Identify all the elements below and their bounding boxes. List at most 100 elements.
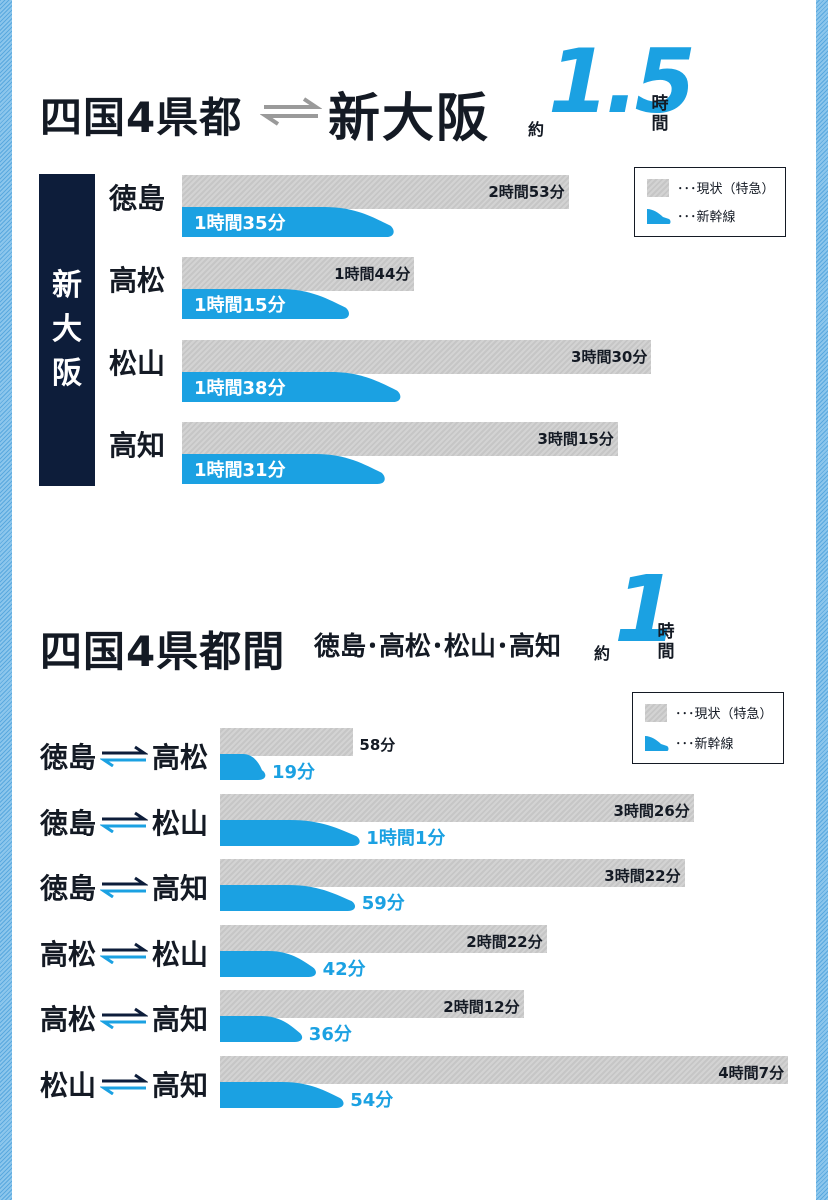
city-label: 徳島 xyxy=(109,182,166,215)
shinkansen-time-bar xyxy=(220,885,356,911)
exchange-arrows-icon xyxy=(100,745,149,767)
route-from: 高松 xyxy=(40,1003,97,1036)
route-from: 徳島 xyxy=(40,806,97,840)
current-time-bar xyxy=(182,175,569,209)
side-label-char: 大 xyxy=(52,312,82,347)
current-time-label: 3時間26分 xyxy=(613,801,690,820)
current-time-bar xyxy=(182,422,618,456)
legend-shinkansen-label: ･･･新幹線 xyxy=(675,737,734,752)
shinkansen-time-bar xyxy=(220,754,266,780)
exchange-arrows-icon xyxy=(100,1073,149,1095)
legend-section1: ･･･現状（特急） ･･･新幹線 xyxy=(634,167,786,237)
shinkansen-time-bar xyxy=(182,372,401,402)
exchange-arrows-icon xyxy=(100,942,149,964)
section1-unit: 時 間 xyxy=(650,94,670,134)
exchange-arrows-icon xyxy=(100,876,149,898)
legend-current-label: ･･･現状（特急） xyxy=(677,182,775,197)
route-to: 高知 xyxy=(152,872,209,905)
section1-unit-char: 間 xyxy=(651,114,669,134)
shinkansen-icon xyxy=(647,208,671,224)
shinkansen-time-label: 42分 xyxy=(322,958,366,980)
route-label: 徳島 松山 xyxy=(40,802,208,842)
shinkansen-time-bar xyxy=(220,950,317,977)
route-from: 徳島 xyxy=(40,872,97,905)
route-to: 高知 xyxy=(152,1003,209,1036)
shinkansen-time-label: 19分 xyxy=(272,762,316,783)
current-time-label: 1時間44分 xyxy=(334,265,411,283)
infographic-panel: 四国4県都 新大阪 約 1.5 時 間 新 大 阪 ･･･現状（特急） ･･･新… xyxy=(12,0,816,1200)
current-time-bar xyxy=(182,257,415,291)
legend-shinkansen-label: ･･･新幹線 xyxy=(677,210,736,225)
section1-title-left: 四国4県都 xyxy=(40,93,243,142)
exchange-arrows-icon xyxy=(260,97,322,126)
shinkansen-time-bar xyxy=(182,207,394,237)
route-to: 松山 xyxy=(152,806,209,840)
shinkansen-time-label: 1時間1分 xyxy=(366,827,446,849)
current-time-label: 2時間22分 xyxy=(466,932,543,951)
section2-big-value: 1 xyxy=(614,556,679,663)
legend-current-label: ･･･現状（特急） xyxy=(675,707,773,722)
shinkansen-time-label: 1時間38分 xyxy=(194,378,286,399)
chart-intercity: 徳島 高松 58分 19分 徳島 松山 3時間26分 1時間1分 徳島 高知 3時間22分… xyxy=(12,0,816,1200)
current-time-label: 2時間12分 xyxy=(443,998,520,1016)
exchange-arrows-icon xyxy=(100,1007,149,1029)
current-time-bar xyxy=(220,1055,789,1084)
shinkansen-time-bar xyxy=(220,819,360,846)
current-time-bar xyxy=(220,990,524,1018)
section1-unit-char: 時 xyxy=(651,94,669,114)
section2-unit: 時 間 xyxy=(656,622,676,662)
legend-current-swatch xyxy=(645,703,667,722)
shinkansen-time-bar xyxy=(182,289,350,319)
route-label: 松山 高知 xyxy=(40,1064,208,1104)
current-time-label: 58分 xyxy=(359,736,396,754)
shinkansen-time-label: 1時間35分 xyxy=(194,213,286,234)
current-time-label: 3時間15分 xyxy=(537,430,614,448)
route-label: 徳島 高知 xyxy=(40,867,208,907)
shin-osaka-side-label: 新 大 阪 xyxy=(39,174,95,486)
route-label: 高松 松山 xyxy=(40,933,208,973)
shinkansen-time-label: 1時間15分 xyxy=(194,295,286,316)
exchange-arrows-icon xyxy=(100,811,149,833)
shinkansen-time-bar xyxy=(182,454,385,484)
route-to: 高知 xyxy=(152,1068,209,1102)
section2-subtitle: 徳島･高松･松山･高知 xyxy=(314,632,562,662)
city-label: 高松 xyxy=(109,264,166,297)
shinkansen-time-label: 59分 xyxy=(361,893,405,914)
shinkansen-time-label: 1時間31分 xyxy=(194,460,286,481)
shinkansen-time-bar xyxy=(220,1016,303,1042)
legend-current-swatch xyxy=(647,178,669,197)
section2-unit-char: 間 xyxy=(657,642,675,662)
current-time-bar xyxy=(220,793,694,822)
route-label: 徳島 高松 xyxy=(40,736,208,776)
current-time-label: 4時間7分 xyxy=(718,1063,785,1082)
current-time-bar xyxy=(220,924,547,953)
shinkansen-time-label: 54分 xyxy=(350,1089,394,1111)
route-label: 高松 高知 xyxy=(40,998,208,1038)
shinkansen-time-bar xyxy=(220,1081,344,1108)
city-label: 高知 xyxy=(109,429,166,462)
route-to: 高松 xyxy=(152,741,209,774)
side-label-char: 新 xyxy=(52,268,82,303)
section2-unit-char: 時 xyxy=(657,622,675,642)
section1-big-value: 1.5 xyxy=(548,30,696,133)
legend-section2: ･･･現状（特急） ･･･新幹線 xyxy=(632,692,784,764)
current-time-label: 3時間22分 xyxy=(604,867,681,885)
current-time-bar xyxy=(220,859,685,887)
shinkansen-icon xyxy=(645,735,669,751)
section2-title: 四国4県都間 xyxy=(40,627,286,676)
side-label-char: 阪 xyxy=(52,356,82,391)
route-to: 松山 xyxy=(152,937,209,971)
shinkansen-time-label: 36分 xyxy=(308,1024,352,1045)
section2-approx: 約 xyxy=(594,644,611,663)
current-time-label: 2時間53分 xyxy=(488,183,565,201)
route-from: 松山 xyxy=(40,1068,97,1102)
current-time-bar xyxy=(220,728,354,756)
chart-osaka: 徳島 2時間53分 1時間35分高松 1時間44分 1時間15分松山 3時間30分 1… xyxy=(12,0,816,520)
route-from: 高松 xyxy=(40,937,97,971)
route-from: 徳島 xyxy=(40,741,97,774)
section1-approx: 約 xyxy=(528,120,545,139)
current-time-label: 3時間30分 xyxy=(571,348,648,366)
city-label: 松山 xyxy=(109,347,166,380)
current-time-bar xyxy=(182,340,652,374)
section1-title-right: 新大阪 xyxy=(328,89,491,149)
